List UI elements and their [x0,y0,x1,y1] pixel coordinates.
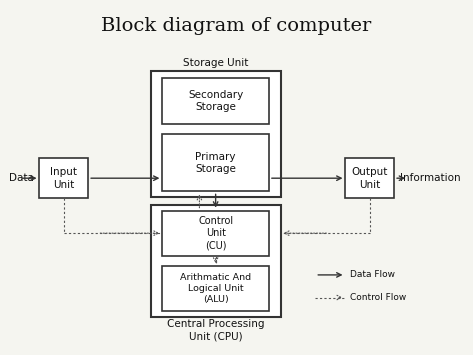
Text: Control Flow: Control Flow [350,293,406,302]
Text: Storage Unit: Storage Unit [183,58,248,68]
Text: Input
Unit: Input Unit [50,167,77,190]
Bar [162,134,269,191]
Bar [345,158,394,198]
Text: Information: Information [400,173,460,183]
Text: Data Flow: Data Flow [350,271,395,279]
Bar [40,158,88,198]
Text: Control
Unit
(CU): Control Unit (CU) [198,216,233,251]
Bar [162,78,269,124]
Text: Output
Unit: Output Unit [351,167,388,190]
Text: Secondary
Storage: Secondary Storage [188,90,243,112]
Text: Block diagram of computer: Block diagram of computer [101,17,372,35]
Text: Arithmatic And
Logical Unit
(ALU): Arithmatic And Logical Unit (ALU) [180,273,251,305]
Text: Primary
Storage: Primary Storage [195,152,236,174]
Bar [151,205,280,317]
Text: Data: Data [9,173,34,183]
Bar [162,211,269,256]
Text: Central Processing
Unit (CPU): Central Processing Unit (CPU) [167,320,264,341]
Bar [151,71,280,197]
Bar [162,266,269,311]
